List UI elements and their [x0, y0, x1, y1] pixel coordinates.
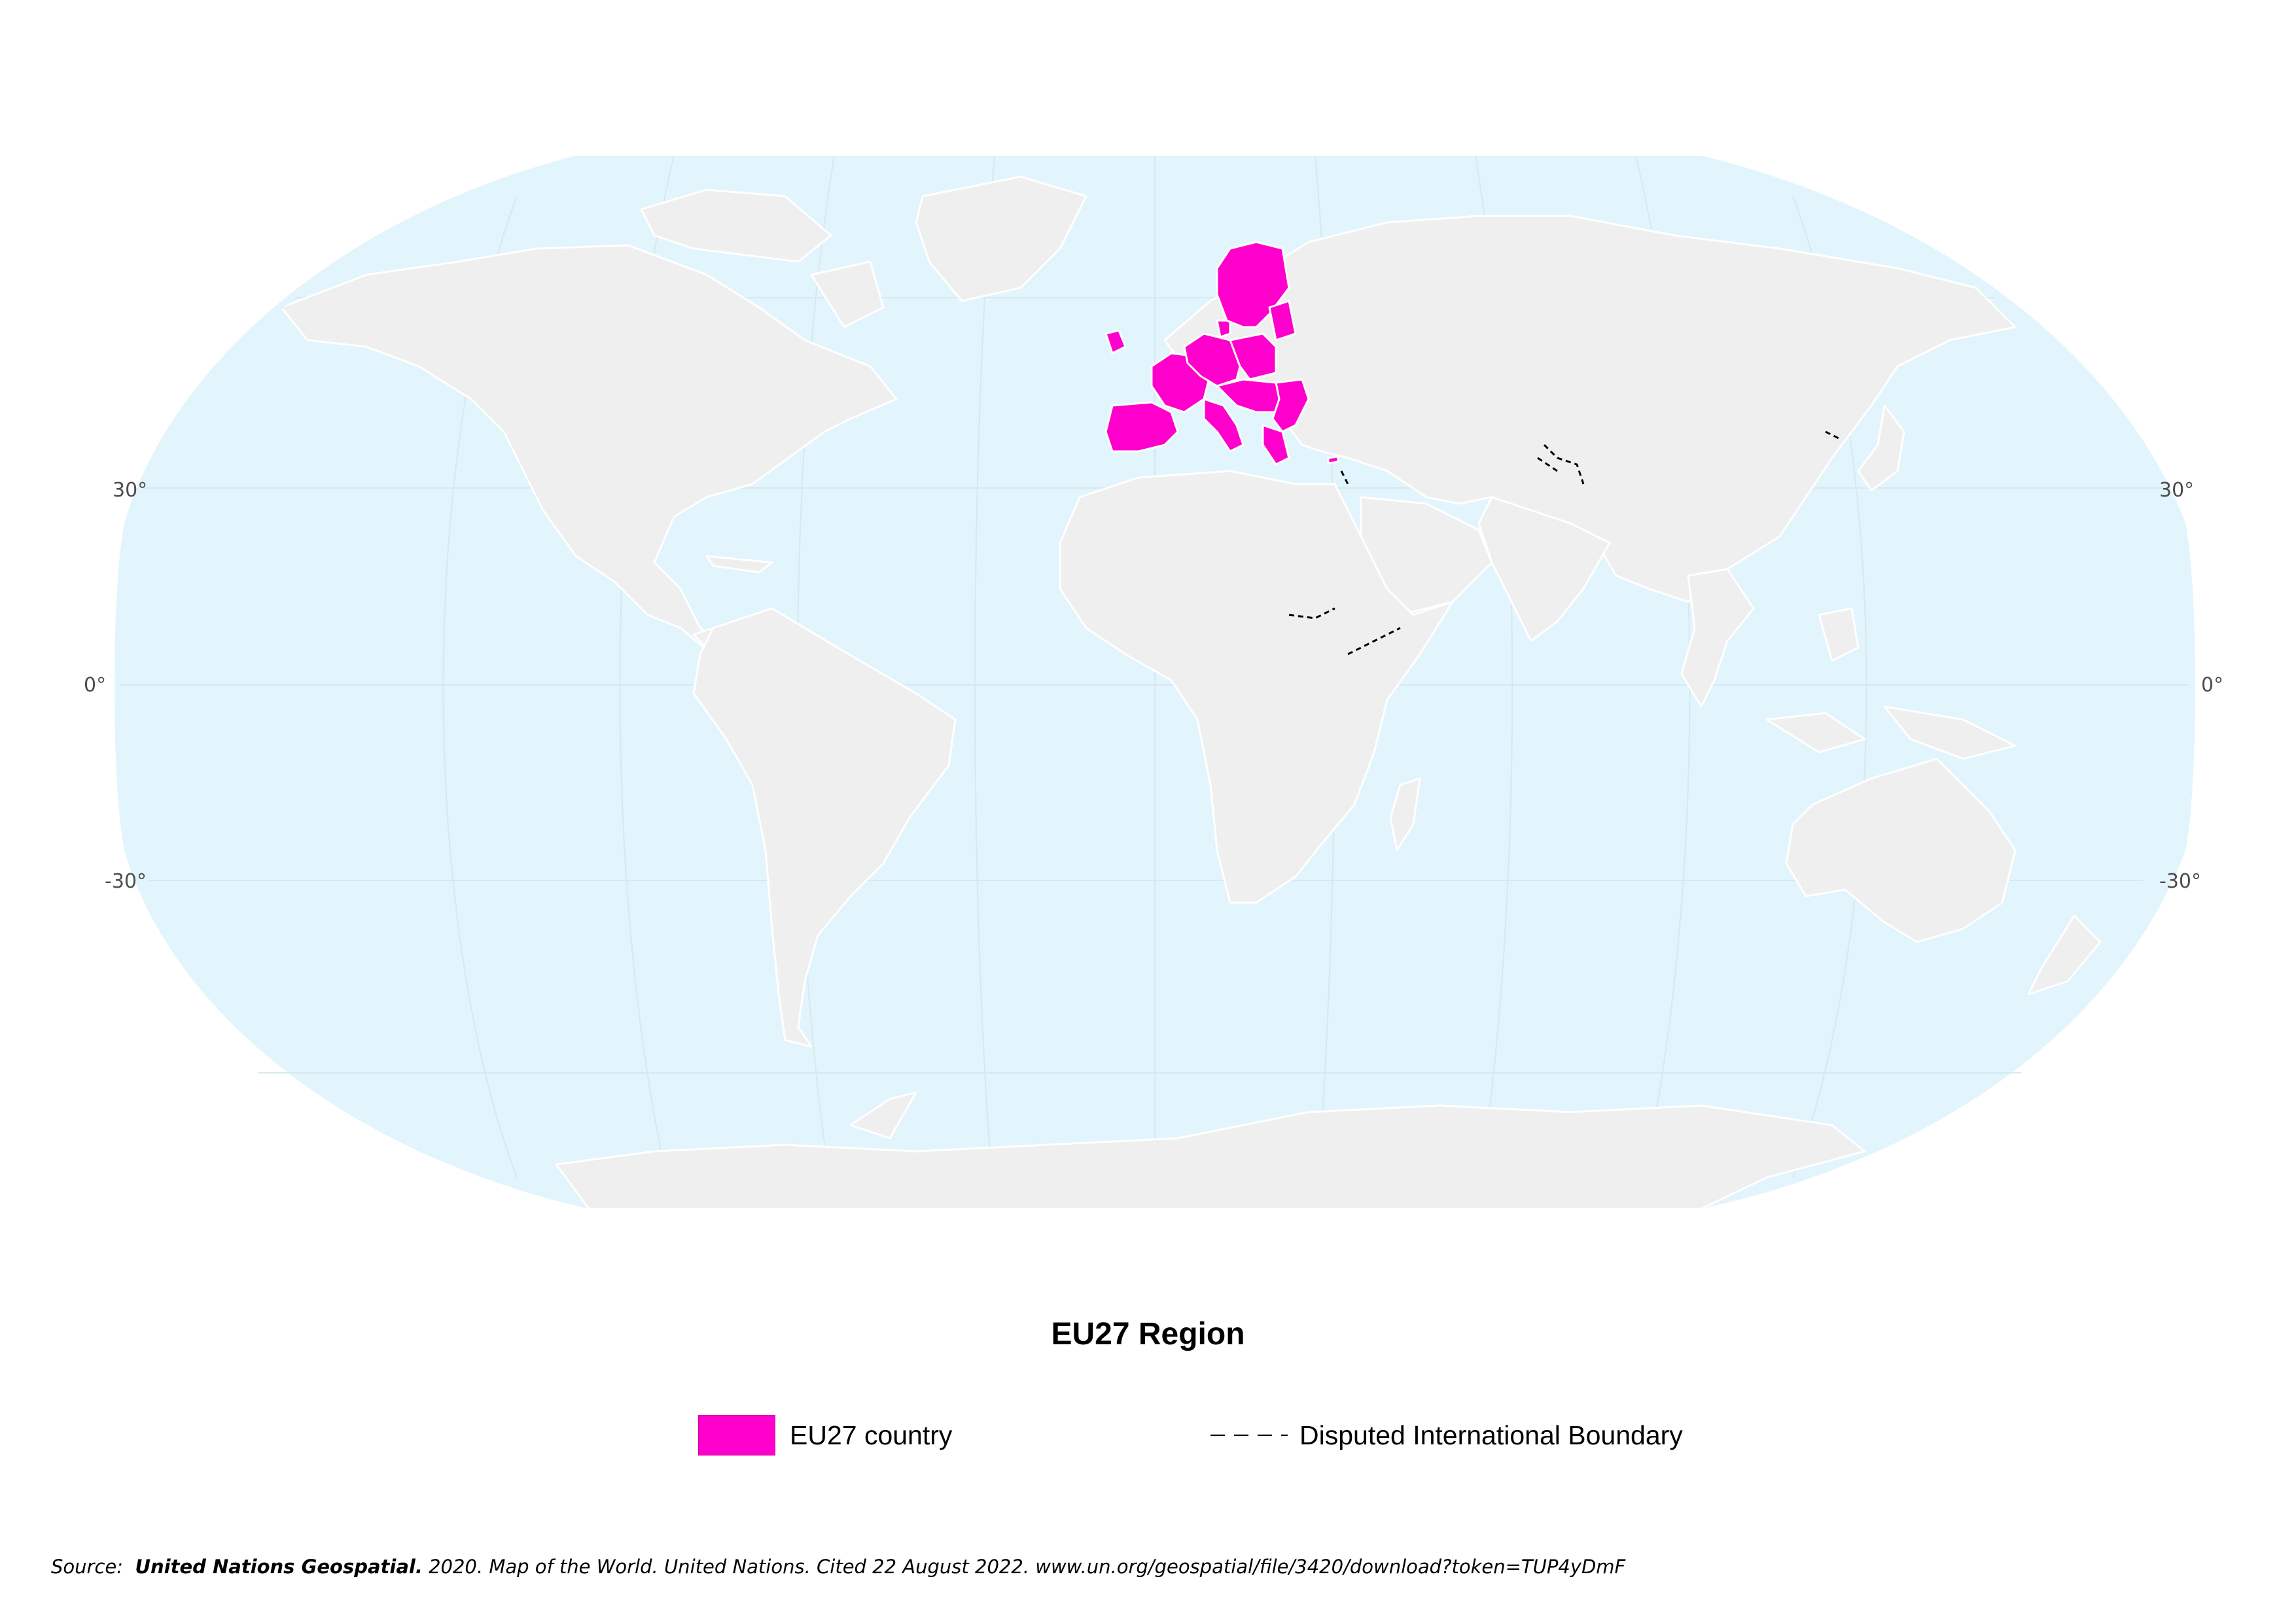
greenland	[915, 175, 1087, 302]
australia	[1785, 758, 2017, 943]
lat-label-0-left: 0°	[84, 674, 107, 697]
legend-label-eu27: EU27 country	[790, 1420, 953, 1450]
germany-benelux	[1183, 332, 1245, 387]
italy	[1203, 398, 1245, 453]
africa	[1059, 470, 1454, 904]
dashed-line-icon	[1210, 1435, 1288, 1436]
romania-bulgaria	[1271, 378, 1310, 433]
lat-label-30s-left: -30°	[105, 870, 147, 893]
scandinavia	[1216, 241, 1290, 328]
iberia	[1104, 401, 1179, 453]
legend-label-disputed: Disputed International Boundary	[1299, 1420, 1683, 1450]
baltics	[1268, 300, 1297, 341]
legend-item-eu27: EU27 country	[698, 1415, 952, 1455]
disputed-boundaries	[1288, 430, 1839, 655]
india	[1477, 496, 1611, 642]
eu27-countries	[1104, 241, 1339, 466]
ireland	[1104, 329, 1127, 355]
lat-label-30n-right: 30°	[2159, 479, 2195, 502]
legend-item-disputed: Disputed International Boundary	[1210, 1415, 1683, 1455]
lat-label-30n-left: 30°	[113, 479, 148, 502]
cyprus	[1327, 455, 1339, 464]
source-org: United Nations Geospatial.	[135, 1556, 423, 1578]
denmark	[1216, 319, 1231, 338]
antarctica	[555, 1104, 1866, 1209]
source-citation: Source: United Nations Geospatial. 2020.…	[51, 1556, 1626, 1578]
legend-title: EU27 Region	[1051, 1317, 1245, 1351]
greece	[1262, 424, 1290, 466]
south-america	[692, 607, 957, 1048]
legend-swatch-eu27	[698, 1415, 775, 1455]
lat-label-30s-right: -30°	[2159, 870, 2201, 893]
land	[280, 175, 2102, 1209]
poland	[1229, 332, 1277, 381]
north-america	[280, 244, 898, 662]
lat-label-0-right: 0°	[2201, 674, 2224, 697]
